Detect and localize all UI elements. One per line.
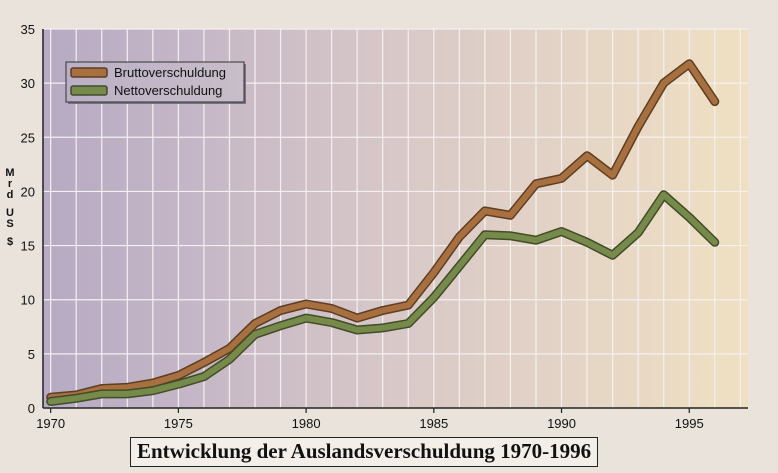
y-axis-label-char: r	[8, 178, 13, 190]
legend-label-1: Nettoverschuldung	[114, 83, 222, 98]
y-tick-label: 0	[28, 401, 35, 416]
y-tick-label: 30	[21, 76, 35, 91]
y-tick-label: 35	[21, 22, 35, 37]
legend-swatch-0	[70, 67, 108, 78]
series-line-1	[47, 191, 718, 405]
legend: Bruttoverschuldung Nettoverschuldung	[65, 61, 246, 104]
y-axis-label-char: U	[6, 207, 14, 219]
x-tick-label: 1970	[36, 416, 65, 431]
legend-label-0: Bruttoverschuldung	[114, 65, 226, 80]
x-tick-labels: 1970 1975 1980 1985 1990 1995	[36, 416, 704, 431]
y-tick-labels: 0 5 10 15 20 25 30 35	[21, 22, 35, 416]
y-axis-label-char: d	[7, 189, 14, 201]
x-tick-label: 1990	[547, 416, 576, 431]
x-tick-label: 1995	[675, 416, 704, 431]
x-tick-label: 1985	[419, 416, 448, 431]
legend-swatch-1	[70, 85, 108, 96]
series-lines	[46, 59, 720, 406]
y-tick-label: 10	[21, 293, 35, 308]
x-tick-label: 1980	[292, 416, 321, 431]
grid-lines	[43, 28, 748, 409]
y-axis-label-char: $	[7, 236, 13, 248]
x-tick-label: 1975	[164, 416, 193, 431]
y-tick-label: 20	[21, 184, 35, 199]
y-tick-label: 25	[21, 130, 35, 145]
chart-title: Entwicklung der Auslandsverschuldung 197…	[130, 437, 599, 467]
series-line-0	[47, 60, 718, 401]
y-axis-label-char: M	[5, 167, 14, 179]
y-axis-label-char: S	[6, 218, 13, 230]
y-tick-label: 15	[21, 239, 35, 254]
y-tick-label: 5	[28, 347, 35, 362]
axes	[42, 29, 748, 413]
